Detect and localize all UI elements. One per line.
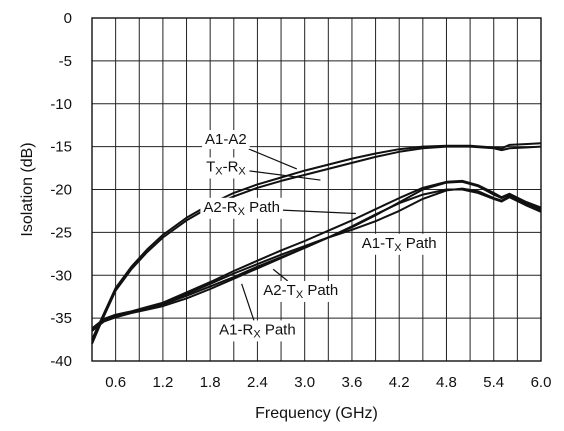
series-line-tx-rx: [91, 145, 542, 345]
y-tick-label: -15: [50, 139, 72, 156]
annotation-background: [216, 320, 299, 342]
annotation-a1-tx-path: A1-TX Path: [358, 233, 440, 255]
annotation-background: [200, 197, 283, 219]
x-tick-label: 5.4: [483, 374, 504, 391]
series-line-a2-tx-path: [91, 179, 542, 330]
annotation-leader: [281, 209, 356, 215]
tick-labels: 0 -5 -10 -15 -20 -25 -30 -35 -40 0.6 1.2 1.8 2.4 3.0 3…: [50, 10, 551, 391]
y-axis-label: Isolation (dB): [19, 142, 36, 236]
annotation-a1-rx-path: A1-RX Path: [216, 283, 299, 342]
y-tick-label: -10: [50, 96, 72, 113]
x-tick-label: 1.2: [152, 374, 173, 391]
annotation-leader: [248, 148, 298, 170]
annotation-background: [260, 280, 342, 302]
x-tick-label: 6.0: [531, 374, 552, 391]
x-tick-label: 4.2: [389, 374, 410, 391]
x-tick-label: 3.6: [342, 374, 363, 391]
series-lines: [91, 142, 542, 345]
y-tick-label: 0: [64, 10, 72, 27]
annotation-label: TX-RX: [206, 158, 246, 177]
x-tick-label: 1.8: [200, 374, 221, 391]
annotation-background: [358, 233, 440, 255]
y-tick-label: -40: [50, 353, 72, 370]
annotation-label: A1-A2: [205, 131, 247, 148]
annotation-background: [202, 130, 250, 150]
y-tick-label: -20: [50, 182, 72, 199]
annotation-a1-a2: A1-A2: [202, 130, 298, 170]
annotation-label: A1-RX Path: [219, 321, 296, 340]
annotation-leader: [241, 283, 255, 321]
annotation-a2-tx-path: A2-TX Path: [260, 268, 342, 302]
annotation-a2-rx-path: A2-RX Path: [200, 197, 356, 219]
x-tick-label: 4.8: [436, 374, 457, 391]
series-line-a2-rx-path: [91, 187, 542, 331]
annotation-label: A2-RX Path: [203, 199, 280, 218]
series-line-a1-rx-path: [91, 188, 542, 332]
annotation-background: [203, 157, 250, 179]
y-tick-label: -35: [50, 310, 72, 327]
annotation-tx-rx: TX-RX: [203, 157, 321, 181]
x-axis-label: Frequency (GHz): [255, 405, 378, 422]
annotation-label: A2-TX Path: [263, 282, 338, 301]
plot-frame: [91, 17, 542, 362]
y-tick-label: -30: [50, 267, 72, 284]
y-tick-label: -25: [50, 224, 72, 241]
y-tick-label: -5: [59, 53, 72, 70]
annotation-label: A1-TX Path: [362, 235, 437, 254]
annotation-leader: [248, 170, 321, 181]
annotation-leader: [272, 268, 289, 282]
x-tick-label: 0.6: [105, 374, 126, 391]
x-tick-label: 2.4: [247, 374, 268, 391]
x-tick-label: 3.0: [294, 374, 315, 391]
annotations: A1-A2 TX-RX A2-RX Path A1-TX Path A2-TX Path…: [200, 130, 440, 342]
